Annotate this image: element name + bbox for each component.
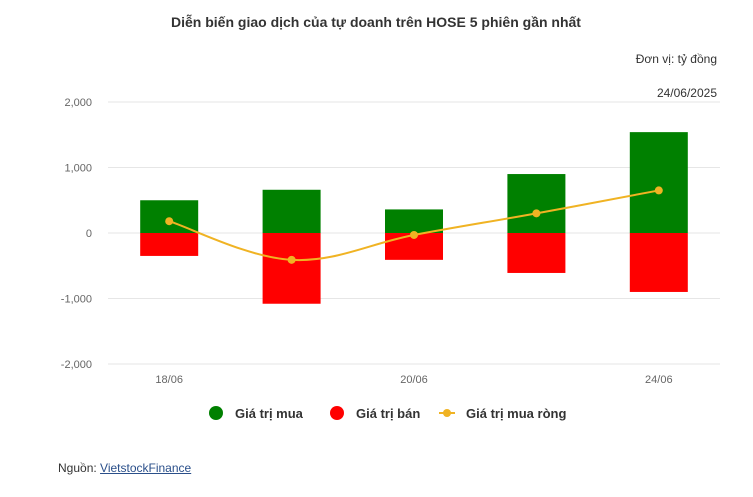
net-point-1 bbox=[165, 217, 174, 226]
unit-label: Đơn vị: tỷ đồng bbox=[636, 52, 717, 66]
buy-bar-4 bbox=[507, 174, 566, 233]
x-axis-ticks: 18/06 20/06 24/06 bbox=[155, 374, 672, 386]
y-tick-label: 0 bbox=[86, 228, 92, 240]
sell-bar-5 bbox=[629, 233, 688, 292]
sell-bar-2 bbox=[262, 233, 321, 304]
y-tick-label: -2,000 bbox=[61, 359, 92, 371]
legend-line-marker bbox=[443, 409, 451, 417]
y-tick-label: 2,000 bbox=[64, 97, 92, 109]
buy-bar-1 bbox=[140, 200, 199, 233]
source-note: Nguồn: VietstockFinance bbox=[58, 461, 191, 475]
bars bbox=[140, 132, 688, 304]
x-tick-label: 24/06 bbox=[645, 374, 673, 386]
legend-label-1: Giá trị mua bbox=[235, 406, 304, 421]
legend-label-3: Giá trị mua ròng bbox=[466, 406, 566, 421]
x-tick-label: 18/06 bbox=[155, 374, 183, 386]
net-point-4 bbox=[532, 209, 541, 218]
source-link[interactable]: VietstockFinance bbox=[100, 461, 192, 475]
net-point-3 bbox=[410, 230, 418, 239]
date-label: 24/06/2025 bbox=[657, 86, 717, 100]
legend: Giá trị mua Giá trị bán Giá trị mua ròng bbox=[209, 406, 566, 421]
net-point-2 bbox=[287, 255, 296, 264]
x-tick-label: 20/06 bbox=[400, 374, 428, 386]
buy-bar-5 bbox=[629, 132, 688, 233]
y-tick-label: -1,000 bbox=[61, 294, 92, 306]
source-prefix: Nguồn: bbox=[58, 461, 101, 475]
legend-marker-2 bbox=[330, 406, 344, 420]
sell-bar-4 bbox=[507, 233, 566, 273]
y-tick-label: 1,000 bbox=[64, 163, 92, 175]
y-axis-ticks: 2,000 1,000 0 -1,000 -2,000 bbox=[61, 97, 92, 371]
chart-title: Diễn biến giao dịch của tự doanh trên HO… bbox=[171, 14, 581, 30]
net-point-5 bbox=[654, 186, 663, 195]
legend-label-2: Giá trị bán bbox=[356, 406, 420, 421]
net-line bbox=[165, 186, 663, 264]
sell-bar-1 bbox=[140, 233, 199, 256]
legend-marker-1 bbox=[209, 406, 223, 420]
buy-bar-3 bbox=[385, 209, 443, 233]
buy-bar-2 bbox=[262, 189, 321, 233]
